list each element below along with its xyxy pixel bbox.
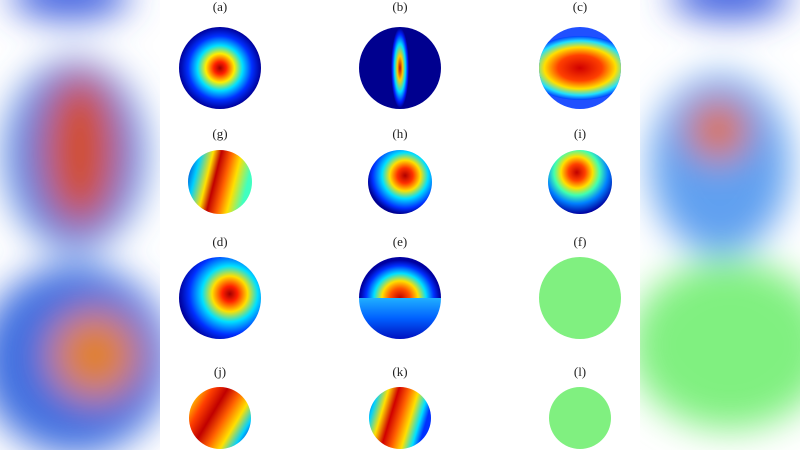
panel-label: (g) [212, 126, 227, 141]
panel-label: (k) [392, 364, 407, 379]
heatmap-disk [189, 387, 251, 449]
panel-label: (a) [213, 0, 227, 14]
heatmap-disk [179, 257, 261, 339]
panel-label: (e) [393, 234, 407, 249]
heatmap-disk [359, 27, 441, 109]
panel-label: (j) [214, 364, 226, 379]
heatmap-disk [549, 387, 611, 449]
panel-label: (l) [574, 364, 586, 379]
panel-label: (d) [212, 234, 227, 249]
heatmap-disk [548, 150, 612, 214]
heatmap-disk [539, 257, 621, 339]
heatmap-disk [369, 387, 431, 449]
panel-label: (i) [574, 126, 586, 141]
heatmap-disk [368, 150, 432, 214]
heatmap-disk [188, 150, 252, 214]
panel-label: (h) [392, 126, 407, 141]
heatmap-disk [179, 27, 261, 109]
heatmap-disk [539, 27, 621, 109]
heatmap-disk [359, 257, 441, 339]
panel-label: (c) [573, 0, 587, 14]
panel-label: (f) [574, 234, 587, 249]
panel-label: (b) [392, 0, 407, 14]
